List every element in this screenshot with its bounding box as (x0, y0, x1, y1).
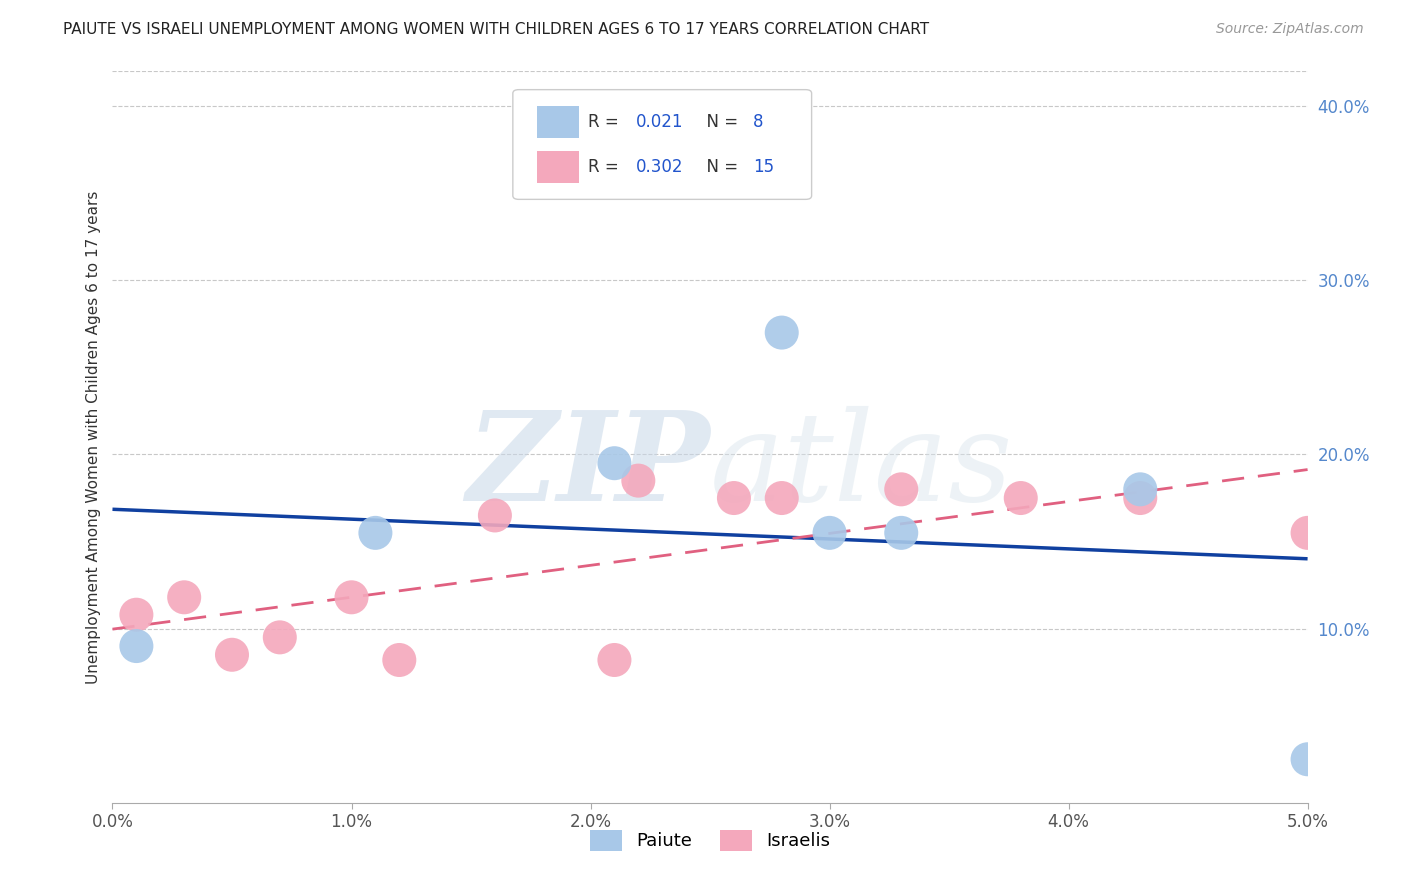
Point (1129, 483, 1152, 497)
FancyBboxPatch shape (537, 105, 579, 138)
Point (723, 491, 745, 505)
Y-axis label: Unemployment Among Women with Children Ages 6 to 17 years: Unemployment Among Women with Children A… (86, 190, 101, 684)
FancyBboxPatch shape (537, 151, 579, 184)
Text: 15: 15 (754, 158, 775, 176)
Point (890, 483, 912, 497)
Text: PAIUTE VS ISRAELI UNEMPLOYMENT AMONG WOMEN WITH CHILDREN AGES 6 TO 17 YEARS CORR: PAIUTE VS ISRAELI UNEMPLOYMENT AMONG WOM… (63, 22, 929, 37)
Point (173, 591, 195, 605)
Point (364, 525, 387, 540)
FancyBboxPatch shape (513, 90, 811, 200)
Point (1296, 752, 1319, 766)
Point (603, 456, 626, 470)
Point (484, 508, 506, 523)
Text: 8: 8 (754, 113, 763, 131)
Text: 0.302: 0.302 (636, 158, 683, 176)
Point (818, 525, 841, 540)
Point (1296, 525, 1319, 540)
Point (770, 326, 793, 340)
Text: R =: R = (588, 113, 624, 131)
Point (221, 648, 243, 662)
Point (388, 653, 411, 667)
Point (125, 639, 148, 653)
Text: Source: ZipAtlas.com: Source: ZipAtlas.com (1216, 22, 1364, 37)
Text: atlas: atlas (710, 406, 1014, 527)
Text: R =: R = (588, 158, 624, 176)
Point (627, 474, 650, 488)
Point (340, 591, 363, 605)
Point (890, 525, 912, 540)
Point (1010, 491, 1032, 505)
Text: N =: N = (696, 113, 742, 131)
Text: 0.021: 0.021 (636, 113, 683, 131)
Text: ZIP: ZIP (467, 406, 710, 527)
Legend: Paiute, Israelis: Paiute, Israelis (581, 821, 839, 860)
Text: N =: N = (696, 158, 742, 176)
Point (269, 631, 291, 645)
Point (125, 607, 148, 622)
Point (770, 491, 793, 505)
Point (603, 653, 626, 667)
Point (1129, 491, 1152, 505)
